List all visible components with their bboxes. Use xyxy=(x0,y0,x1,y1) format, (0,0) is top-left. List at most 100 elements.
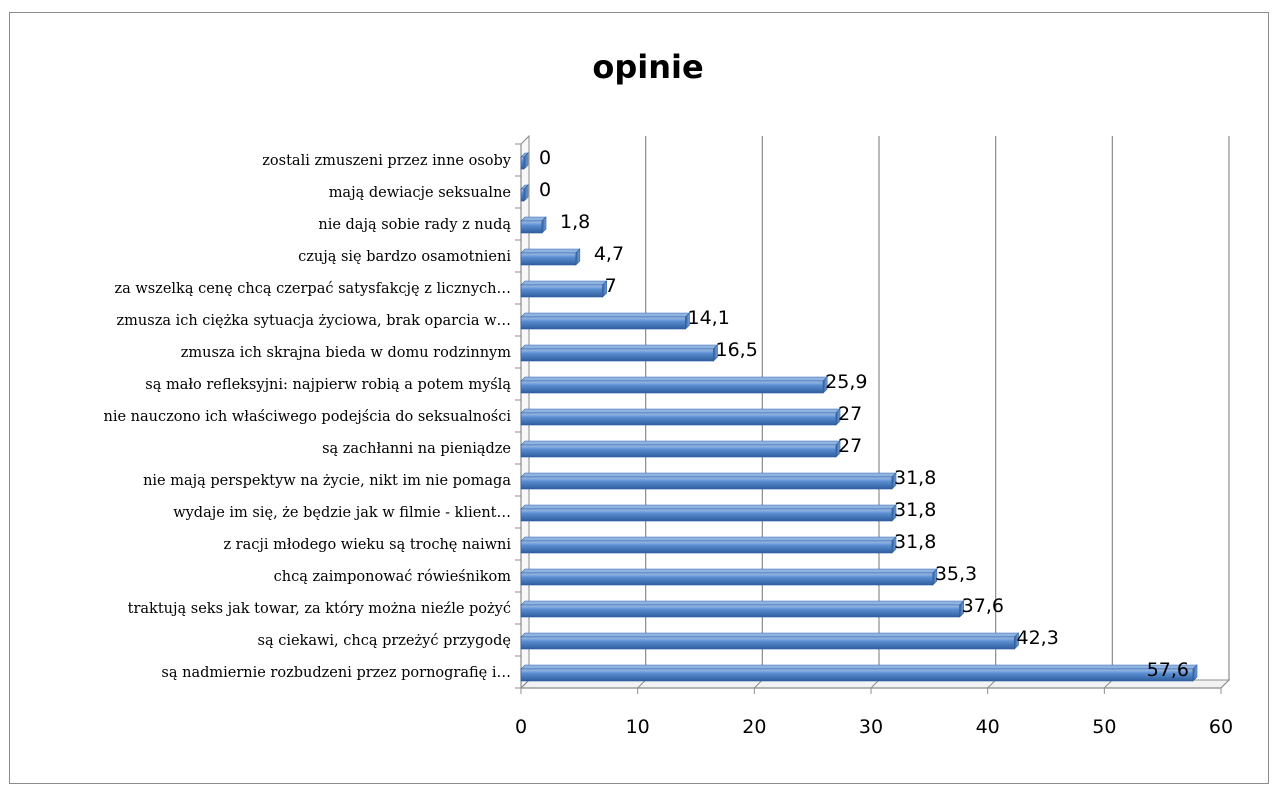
x-tick-label: 60 xyxy=(1209,716,1233,738)
floor-gridline xyxy=(520,679,530,689)
bar-front xyxy=(520,220,543,234)
bar xyxy=(520,216,547,234)
bar-end xyxy=(959,600,964,618)
bar xyxy=(520,408,841,426)
bar-end xyxy=(822,376,828,394)
bar-front xyxy=(520,316,686,330)
bar-end xyxy=(602,280,607,298)
bar-end xyxy=(523,184,529,202)
bar-front xyxy=(520,508,893,522)
bar-front xyxy=(520,444,837,458)
bar-top xyxy=(520,376,828,382)
bar xyxy=(520,344,719,362)
bar-front xyxy=(520,188,525,202)
bar xyxy=(520,536,897,554)
bar-end xyxy=(1192,664,1198,682)
bar xyxy=(520,568,938,586)
data-label: 31,8 xyxy=(894,499,936,521)
category-label: są nadmiernie rozbudzeni przez pornograf… xyxy=(161,665,511,681)
bar-top xyxy=(520,344,719,350)
category-label: z racji młodego wieku są trochę naiwni xyxy=(223,537,511,553)
category-label: mają dewiacje seksualne xyxy=(329,185,511,201)
bar-top xyxy=(520,632,1020,638)
x-tick-label: 0 xyxy=(515,716,527,738)
bar-top xyxy=(520,248,581,254)
bar-top xyxy=(520,600,965,606)
bar xyxy=(520,184,529,202)
category-label: wydaje im się, że będzie jak w filmie - … xyxy=(173,505,511,521)
x-tick-label: 30 xyxy=(859,716,883,738)
data-label: 4,7 xyxy=(594,243,624,265)
data-label: 0 xyxy=(539,147,551,169)
bar-front xyxy=(520,540,893,554)
bar xyxy=(520,152,529,170)
data-label: 27 xyxy=(838,435,862,457)
category-label: są mało refleksyjni: najpierw robią a po… xyxy=(145,377,511,393)
data-label: 31,8 xyxy=(894,531,936,553)
data-label: 27 xyxy=(838,403,862,425)
bar xyxy=(520,280,608,298)
x-tick-label: 50 xyxy=(1092,716,1116,738)
data-labels: 0 0 1,84,7 7 14,1 16,5 25,9 27 27 31,8 31,8 31,8 35,… xyxy=(539,147,1189,681)
bar-front xyxy=(520,476,893,490)
bar-end xyxy=(891,504,897,522)
x-tick-label: 40 xyxy=(976,716,1000,738)
bar-end xyxy=(891,536,897,554)
bar-end xyxy=(835,408,841,426)
bar-end xyxy=(541,216,547,234)
floor-gridline xyxy=(987,679,997,689)
bar-front xyxy=(520,156,525,170)
floor-gridline xyxy=(753,679,763,689)
data-label: 42,3 xyxy=(1017,627,1059,649)
floor-gridline xyxy=(1220,679,1230,689)
bar-top xyxy=(520,440,841,446)
bar-top xyxy=(520,280,608,286)
category-label: nie dają sobie rady z nudą xyxy=(318,217,511,233)
bar-end xyxy=(1014,632,1019,650)
data-label: 14,1 xyxy=(688,307,730,329)
category-label: zmusza ich skrajna bieda w domu rodzinny… xyxy=(181,345,512,361)
category-label: za wszelką cenę chcą czerpać satysfakcję… xyxy=(114,281,511,297)
bar-front xyxy=(520,668,1194,682)
category-label: są ciekawi, chcą przeżyć przygodę xyxy=(258,633,511,649)
data-label: 25,9 xyxy=(825,371,867,393)
bar-end xyxy=(575,248,581,266)
bar-top xyxy=(520,472,897,478)
bar xyxy=(520,632,1020,650)
bar xyxy=(520,312,691,330)
category-label: są zachłanni na pieniądze xyxy=(322,441,511,457)
data-label: 31,8 xyxy=(894,467,936,489)
data-label: 0 xyxy=(539,179,551,201)
data-label: 57,6 xyxy=(1147,659,1189,681)
category-label: nie mają perspektyw na życie, nikt im ni… xyxy=(143,473,511,489)
category-label: traktują seks jak towar, za który można … xyxy=(128,601,511,617)
bar xyxy=(520,440,841,458)
bar-top xyxy=(520,504,897,510)
bar-front xyxy=(520,636,1015,650)
data-label: 37,6 xyxy=(962,595,1004,617)
bar xyxy=(520,600,965,618)
bar-front xyxy=(520,380,824,394)
category-label: zmusza ich ciężka sytuacja życiowa, brak… xyxy=(117,313,511,329)
category-label: chcą zaimponować rówieśnikom xyxy=(274,569,512,585)
floor-gridline xyxy=(870,679,880,689)
category-label: czują się bardzo osamotnieni xyxy=(298,249,511,265)
floor-gridline xyxy=(1103,679,1113,689)
bar-end xyxy=(835,440,841,458)
bar xyxy=(520,376,828,394)
bar-top xyxy=(520,568,938,574)
bar xyxy=(520,504,897,522)
bar-top xyxy=(520,664,1198,670)
bar-front xyxy=(520,348,714,362)
bar-front xyxy=(520,284,603,298)
data-label: 16,5 xyxy=(716,339,758,361)
chart-title: opinie xyxy=(592,48,703,86)
bar-front xyxy=(520,412,837,426)
bar-front xyxy=(520,252,577,266)
bar-top xyxy=(520,408,841,414)
category-labels: zostali zmuszeni przez inne osoby mają de… xyxy=(103,153,511,681)
bar xyxy=(520,248,581,266)
bar-top xyxy=(520,312,691,318)
category-label: nie nauczono ich właściwego podejścia do… xyxy=(103,409,511,425)
